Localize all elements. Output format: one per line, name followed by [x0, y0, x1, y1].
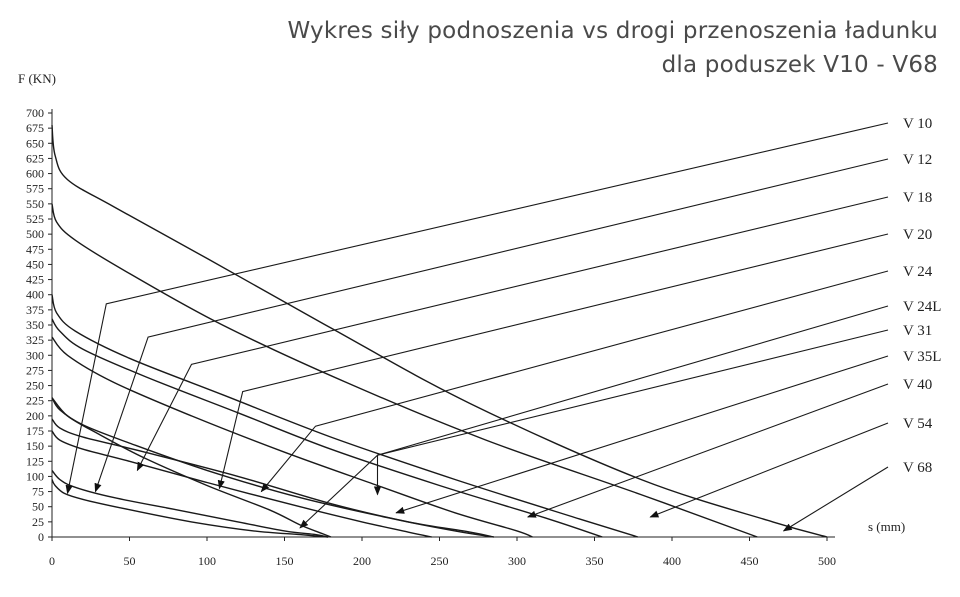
series-label-v54: V 54	[903, 416, 933, 432]
series-label-v68: V 68	[903, 460, 932, 476]
series-label-v35l: V 35L	[903, 349, 941, 365]
series-labels: V 10 V 12 V 18 V 20 V 24 V 24L V 31 V 35L V 40 V …	[903, 116, 941, 476]
x-tick-label: 350	[586, 554, 604, 568]
y-tick-label: 250	[26, 379, 44, 393]
curve-v31	[51, 336, 533, 538]
series-label-v20: V 20	[903, 227, 932, 243]
x-tick-label: 0	[49, 554, 55, 568]
chart-title: Wykres siły podnoszenia vs drogi przenos…	[287, 18, 938, 44]
curve-v40	[51, 294, 639, 538]
y-tick-label: 300	[26, 348, 44, 362]
x-tick-label: 500	[818, 554, 836, 568]
x-tick-label: 300	[508, 554, 526, 568]
leader-v68	[782, 466, 889, 532]
y-tick-label: 700	[26, 106, 44, 120]
curve-v54	[51, 203, 758, 538]
y-tick-label: 25	[32, 515, 44, 529]
curve-v10	[51, 479, 328, 538]
curve-v18	[51, 397, 332, 538]
series-label-v31: V 31	[903, 323, 932, 339]
y-tick-label: 375	[26, 303, 44, 317]
y-tick-label: 325	[26, 333, 44, 347]
x-tick-label: 200	[353, 554, 371, 568]
y-tick-label: 400	[26, 288, 44, 302]
leader-v54	[649, 422, 889, 518]
curve-v12	[51, 469, 329, 538]
y-tick-label: 425	[26, 273, 44, 287]
series-label-v10: V 10	[903, 116, 932, 132]
x-axis-label: s (mm)	[868, 519, 905, 534]
series-label-v12: V 12	[903, 152, 932, 168]
y-tick-label: 675	[26, 121, 44, 135]
axes: 0255075100125150175200225250275300325350…	[26, 106, 836, 568]
x-tick-label: 450	[741, 554, 759, 568]
x-tick-label: 100	[198, 554, 216, 568]
y-tick-label: 600	[26, 167, 44, 181]
y-tick-label: 225	[26, 394, 44, 408]
x-tick-label: 50	[124, 554, 136, 568]
curve-v20	[51, 430, 432, 538]
chart-title-block: Wykres siły podnoszenia vs drogi przenos…	[287, 14, 938, 82]
leader-v35l	[395, 355, 889, 514]
series-label-v24l: V 24L	[903, 299, 941, 315]
leader-v18	[136, 196, 889, 472]
y-tick-label: 150	[26, 439, 44, 453]
x-tick-label: 150	[276, 554, 294, 568]
series-label-v24: V 24	[903, 264, 933, 280]
y-tick-label: 350	[26, 318, 44, 332]
leader-v10	[65, 122, 889, 495]
leader-v24	[260, 270, 889, 493]
y-tick-label: 0	[38, 530, 44, 544]
leader-v31	[373, 329, 889, 496]
y-tick-label: 500	[26, 227, 44, 241]
curve-v68	[51, 125, 828, 538]
leader-v12	[94, 158, 889, 493]
y-tick-label: 275	[26, 363, 44, 377]
y-axis-label: F (KN)	[18, 71, 56, 86]
series-label-v40: V 40	[903, 377, 932, 393]
curve-v24l	[51, 418, 494, 538]
leader-v40	[526, 383, 889, 518]
y-tick-label: 575	[26, 182, 44, 196]
y-tick-label: 50	[32, 500, 44, 514]
leader-v20	[217, 233, 889, 490]
y-tick-label: 450	[26, 257, 44, 271]
y-tick-label: 475	[26, 242, 44, 256]
y-tick-label: 100	[26, 469, 44, 483]
y-tick-label: 650	[26, 136, 44, 150]
x-tick-label: 250	[431, 554, 449, 568]
series-label-v18: V 18	[903, 190, 932, 206]
y-tick-label: 75	[32, 485, 44, 499]
x-tick-label: 400	[663, 554, 681, 568]
y-tick-label: 200	[26, 409, 44, 423]
chart-subtitle: dla poduszek V10 - V68	[661, 52, 938, 78]
y-tick-label: 125	[26, 454, 44, 468]
leader-lines	[65, 122, 889, 532]
curves	[51, 125, 828, 538]
curve-v24	[51, 397, 494, 538]
y-tick-label: 550	[26, 197, 44, 211]
y-tick-label: 625	[26, 151, 44, 165]
y-tick-label: 525	[26, 212, 44, 226]
y-tick-label: 175	[26, 424, 44, 438]
curve-v35l	[51, 318, 603, 538]
